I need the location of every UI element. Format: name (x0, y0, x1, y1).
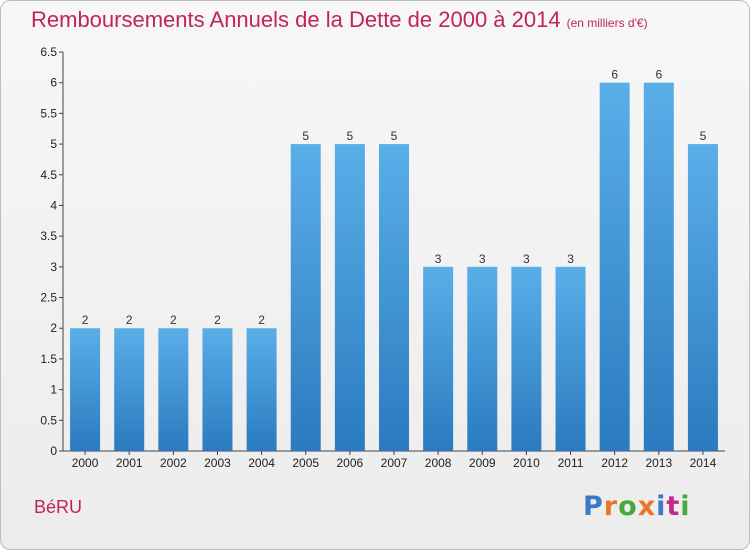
y-tick-label: 3 (50, 260, 57, 274)
x-tick-label: 2012 (601, 456, 628, 470)
data-label: 2 (214, 313, 221, 327)
y-tick-label: 1.5 (40, 352, 57, 366)
data-label: 2 (82, 313, 89, 327)
data-label: 5 (347, 129, 354, 143)
logo-letter: i (656, 491, 667, 522)
bar (290, 144, 321, 452)
y-tick-label: 2 (50, 321, 57, 335)
chart-unit: (en milliers d'€) (566, 16, 648, 30)
bar (202, 328, 233, 451)
chart-title: Remboursements Annuels de la Dette de 20… (31, 7, 648, 33)
chart-title-text: Remboursements Annuels de la Dette de 20… (31, 7, 561, 32)
x-tick-label: 2005 (292, 456, 319, 470)
bar (114, 328, 145, 451)
bar (70, 328, 101, 451)
x-tick-label: 2004 (248, 456, 275, 470)
data-label: 5 (302, 129, 309, 143)
data-label: 5 (700, 129, 707, 143)
data-label: 3 (523, 252, 530, 266)
commune-name: BéRU (34, 497, 83, 517)
x-tick-label: 2003 (204, 456, 231, 470)
logo-letter: t (666, 491, 681, 522)
x-tick-label: 2010 (513, 456, 540, 470)
data-label: 3 (435, 252, 442, 266)
bar (687, 144, 718, 452)
x-tick-label: 2011 (558, 456, 584, 470)
data-label: 3 (567, 252, 574, 266)
logo-letter: P (583, 491, 604, 522)
y-tick-label: 4 (50, 198, 57, 212)
data-label: 2 (126, 313, 133, 327)
bar (246, 328, 277, 451)
x-tick-label: 2002 (160, 456, 187, 470)
y-tick-label: 1 (50, 383, 57, 397)
x-tick-label: 2013 (645, 456, 672, 470)
y-tick-label: 2.5 (40, 291, 57, 305)
logo-letter: o (618, 491, 638, 522)
bar (511, 266, 542, 451)
bar (467, 266, 498, 451)
x-tick-label: 2009 (469, 456, 496, 470)
bar (158, 328, 189, 451)
x-tick-label: 2000 (72, 456, 99, 470)
y-tick-label: 0.5 (40, 413, 57, 427)
x-tick-label: 2006 (337, 456, 364, 470)
y-tick-label: 6 (50, 76, 57, 90)
data-label: 2 (170, 313, 177, 327)
x-tick-label: 2008 (425, 456, 452, 470)
bar (379, 144, 409, 452)
y-tick-label: 5 (50, 137, 57, 151)
bar (643, 82, 674, 451)
data-label: 6 (655, 68, 662, 82)
y-tick-label: 3.5 (40, 229, 57, 243)
y-tick-label: 4.5 (40, 168, 57, 182)
data-label: 2 (258, 313, 265, 327)
bar (334, 144, 365, 452)
data-label: 3 (479, 252, 486, 266)
data-label: 5 (391, 129, 398, 143)
logo-letter: i (680, 491, 691, 522)
bar (423, 266, 454, 451)
y-tick-label: 0 (50, 444, 57, 458)
bar (555, 266, 586, 451)
y-tick-label: 5.5 (40, 106, 57, 120)
x-tick-label: 2007 (381, 456, 408, 470)
y-tick-label: 6.5 (40, 45, 57, 59)
logo-letter: r (603, 491, 619, 522)
logo-letter: x (637, 491, 657, 522)
x-tick-label: 2014 (690, 456, 717, 470)
data-label: 6 (611, 68, 618, 82)
proxiti-logo: Proxiti (583, 491, 691, 522)
x-tick-label: 2001 (116, 456, 143, 470)
bar (599, 82, 630, 451)
